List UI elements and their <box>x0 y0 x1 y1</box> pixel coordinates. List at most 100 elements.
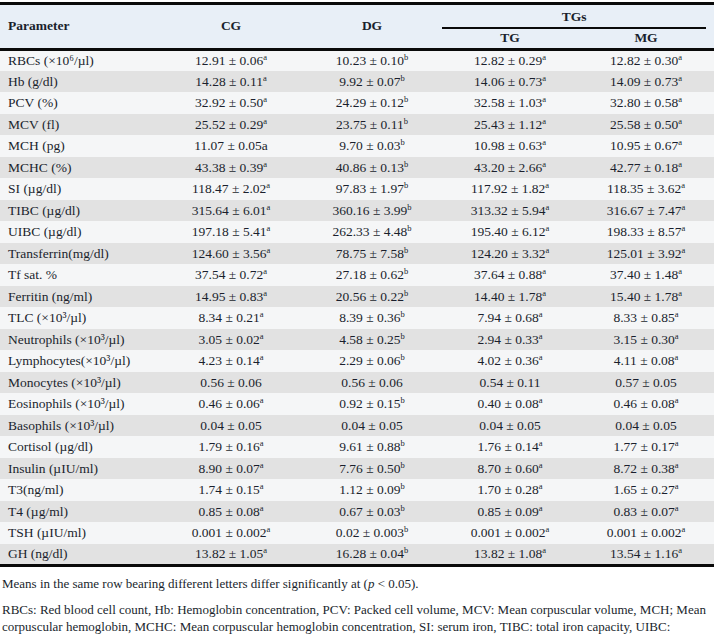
value-cell: 12.91 ± 0.06a <box>160 49 302 71</box>
significance-letter: a <box>675 502 679 512</box>
paper-table-page: Parameter CG DG TGs TG MG RBCs (×10⁶/µl)… <box>0 0 714 638</box>
parameter-cell: Monocytes (×10³/µl) <box>0 372 160 394</box>
value-cell: 37.64 ± 0.88a <box>442 264 578 286</box>
significance-letter: a <box>682 524 686 534</box>
column-header-mg: MG <box>578 29 714 49</box>
significance-letter: a <box>267 244 271 254</box>
value-cell: 14.95 ± 0.83a <box>160 286 302 308</box>
value-cell: 25.43 ± 1.12a <box>442 114 578 136</box>
table-row: Transferrin(mg/dl)124.60 ± 3.56a78.75 ± … <box>0 243 714 265</box>
value-cell: 15.40 ± 1.78a <box>578 286 714 308</box>
significance-letter: a <box>546 223 550 233</box>
value-cell: 20.56 ± 0.22b <box>302 286 442 308</box>
significance-letter: a <box>542 94 546 104</box>
parameter-cell: MCHC (%) <box>0 157 160 179</box>
significance-letter: a <box>260 481 264 491</box>
significance-letter: a <box>260 309 264 319</box>
table-row: Cortisol (µg/dl)1.79 ± 0.16a9.61 ± 0.88b… <box>0 436 714 458</box>
significance-letter: a <box>539 438 543 448</box>
significance-letter: b <box>407 201 411 211</box>
parameter-cell: PCV (%) <box>0 92 160 114</box>
tgs-group-label: TGs <box>442 5 706 29</box>
parameter-cell: Cortisol (µg/dl) <box>0 436 160 458</box>
significance-letter: a <box>675 330 679 340</box>
significance-letter: a <box>539 502 543 512</box>
value-cell: 11.07 ± 0.05a <box>160 135 302 157</box>
value-cell: 23.75 ± 0.11b <box>302 114 442 136</box>
value-cell: 4.23 ± 0.14a <box>160 350 302 372</box>
significance-letter: a <box>267 223 271 233</box>
significance-letter: b <box>404 524 408 534</box>
significance-footnote: Means in the same row bearing different … <box>2 575 712 592</box>
value-cell: 125.01 ± 3.92a <box>578 243 714 265</box>
significance-letter: b <box>404 94 408 104</box>
significance-letter: a <box>263 158 267 168</box>
significance-letter: a <box>678 287 682 297</box>
significance-letter: a <box>678 115 682 125</box>
value-cell: 0.001 ± 0.002a <box>442 522 578 544</box>
table-row: T4 (µg/ml)0.85 ± 0.08a0.67 ± 0.03b0.85 ±… <box>0 501 714 523</box>
significance-letter: b <box>404 287 408 297</box>
significance-letter: a <box>539 481 543 491</box>
value-cell: 14.06 ± 0.73a <box>442 71 578 93</box>
value-cell: 262.33 ± 4.48b <box>302 221 442 243</box>
significance-letter: b <box>404 180 408 190</box>
value-cell: 24.29 ± 0.12b <box>302 92 442 114</box>
value-cell: 25.52 ± 0.29a <box>160 114 302 136</box>
significance-letter: a <box>675 395 679 405</box>
significance-letter: b <box>401 352 405 362</box>
column-header-dg: DG <box>302 4 442 50</box>
significance-letter: a <box>539 459 543 469</box>
value-cell: 7.76 ± 0.50b <box>302 458 442 480</box>
table-row: Tf sat. %37.54 ± 0.72a27.18 ± 0.62b37.64… <box>0 264 714 286</box>
header-row-top: Parameter CG DG TGs <box>0 4 714 30</box>
significance-letter: a <box>542 137 546 147</box>
hematology-results-table: Parameter CG DG TGs TG MG RBCs (×10⁶/µl)… <box>0 2 714 567</box>
table-row: MCHC (%)43.38 ± 0.39a40.86 ± 0.13b43.20 … <box>0 157 714 179</box>
significance-letter: a <box>682 244 686 254</box>
significance-letter: a <box>542 158 546 168</box>
value-cell: 1.77 ± 0.17a <box>578 436 714 458</box>
value-cell: 124.20 ± 3.32a <box>442 243 578 265</box>
significance-letter: b <box>404 51 408 61</box>
significance-letter: a <box>678 51 682 61</box>
parameter-cell: Basophils (×10³/µl) <box>0 415 160 437</box>
value-cell: 14.28 ± 0.11a <box>160 71 302 93</box>
significance-letter: a <box>539 352 543 362</box>
significance-letter: a <box>260 395 264 405</box>
significance-letter: a <box>675 352 679 362</box>
column-header-tgs-group: TGs <box>442 4 714 30</box>
value-cell: 0.56 ± 0.06 <box>160 372 302 394</box>
table-row: SI (µg/dl)118.47 ± 2.02a97.83 ± 1.97b117… <box>0 178 714 200</box>
value-cell: 118.47 ± 2.02a <box>160 178 302 200</box>
significance-letter: a <box>263 287 267 297</box>
value-cell: 8.34 ± 0.21a <box>160 307 302 329</box>
significance-letter: b <box>401 395 405 405</box>
significance-letter: b <box>401 330 405 340</box>
value-cell: 315.64 ± 6.01a <box>160 200 302 222</box>
value-cell: 0.46 ± 0.06a <box>160 393 302 415</box>
significance-letter: a <box>260 330 264 340</box>
parameter-cell: GH (ng/dl) <box>0 544 160 566</box>
significance-text-prefix: Means in the same row bearing different … <box>2 576 368 591</box>
table-row: GH (ng/dl)13.82 ± 1.05a16.28 ± 0.04b13.8… <box>0 544 714 566</box>
value-cell: 4.11 ± 0.08a <box>578 350 714 372</box>
parameter-cell: MCH (pg) <box>0 135 160 157</box>
value-cell: 124.60 ± 3.56a <box>160 243 302 265</box>
table-row: Monocytes (×10³/µl)0.56 ± 0.060.56 ± 0.0… <box>0 372 714 394</box>
significance-letter: a <box>545 180 549 190</box>
value-cell: 198.33 ± 8.57a <box>578 221 714 243</box>
value-cell: 43.20 ± 2.66a <box>442 157 578 179</box>
significance-letter: a <box>263 51 267 61</box>
table-row: MCV (fl)25.52 ± 0.29a23.75 ± 0.11b25.43 … <box>0 114 714 136</box>
value-cell: 118.35 ± 3.62a <box>578 178 714 200</box>
table-row: Hb (g/dl)14.28 ± 0.11a9.92 ± 0.07b14.06 … <box>0 71 714 93</box>
value-cell: 4.58 ± 0.25b <box>302 329 442 351</box>
value-cell: 9.70 ± 0.03b <box>302 135 442 157</box>
value-cell: 12.82 ± 0.29a <box>442 49 578 71</box>
significance-letter: a <box>675 481 679 491</box>
value-cell: 32.80 ± 0.58a <box>578 92 714 114</box>
value-cell: 316.67 ± 7.47a <box>578 200 714 222</box>
table-row: MCH (pg)11.07 ± 0.05a9.70 ± 0.03b10.98 ±… <box>0 135 714 157</box>
significance-letter: b <box>404 544 408 554</box>
